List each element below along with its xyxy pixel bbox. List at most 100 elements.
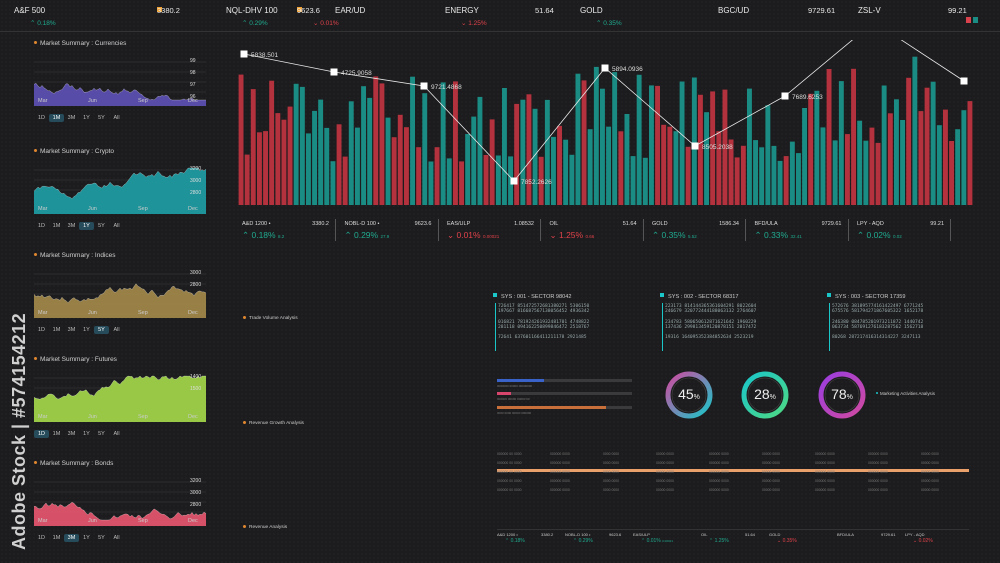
stat-item: EAS/ULP 1.08532 ⌄ 0.01% 0.00021 [443, 219, 541, 241]
sys-square-icon [827, 293, 831, 297]
range-selector[interactable]: 1D 1M 3M 1Y 5Y All [34, 430, 124, 438]
range-option-5y[interactable]: 5Y [98, 115, 105, 121]
ticker-item: EAR/UD [335, 6, 365, 15]
ticker-indicator-icon [973, 17, 978, 23]
stat-name: BFD/ULA [754, 221, 778, 227]
chart-bar [661, 124, 667, 205]
chart-bar [728, 139, 734, 205]
sys-row: 80268 287217416314314227 3247113 [832, 335, 921, 341]
chart-bar [930, 81, 936, 205]
x-tick-label: Jun [88, 518, 97, 524]
chart-bar [759, 147, 765, 205]
y-tick-label: 2800 [190, 502, 202, 508]
range-selector[interactable]: 1D 1M 3M 1Y 5Y All [34, 222, 124, 230]
chart-bar [710, 91, 716, 205]
table-cell: 0000 0000 [603, 461, 620, 465]
chart-bar [299, 86, 305, 205]
range-option-1y[interactable]: 1Y [79, 222, 94, 230]
ticker-item: GOLD ⌃ 0.35% [580, 6, 622, 27]
chart-bar [520, 99, 526, 205]
range-option-3m[interactable]: 3M [64, 534, 79, 542]
x-tick-label: Sep [138, 206, 148, 212]
chart-bar [502, 88, 507, 205]
range-option-5y[interactable]: 5Y [98, 431, 105, 437]
chart-bar [747, 88, 752, 205]
stat-value: 1586.34 [719, 221, 739, 227]
bottom-ticker-change: ⌄ 0.02% [913, 538, 933, 544]
range-option-5y[interactable]: 5Y [98, 223, 105, 229]
ticker-item: ZSL-V 99.21 [858, 6, 967, 15]
range-option-3m[interactable]: 3M [67, 115, 76, 121]
stat-value: 9729.61 [821, 221, 842, 227]
range-option-1y[interactable]: 1Y [83, 535, 90, 541]
range-option-all[interactable]: All [113, 431, 120, 437]
chart-bar [563, 139, 569, 205]
x-tick-label: Jun [88, 206, 97, 212]
chart-bar [318, 99, 324, 205]
range-option-5y[interactable]: 5Y [94, 326, 109, 334]
table-cell: 000000 0000 [709, 470, 729, 474]
range-option-1y[interactable]: 1Y [83, 431, 90, 437]
chart-bar [881, 85, 887, 205]
marketing-legend: Marketing Activities Analysis [876, 391, 935, 396]
range-option-1m[interactable]: 1M [52, 431, 61, 437]
sys-header: SYS : 001 - SECTOR 98042 [493, 293, 653, 300]
range-selector[interactable]: 1D 1M 3M 1Y 5Y All [34, 114, 124, 122]
range-selector[interactable]: 1D 1M 3M 1Y 5Y All [34, 326, 124, 334]
area-line [34, 82, 206, 101]
chart-bar [526, 94, 532, 205]
panel-title-text: Market Summary : Futures [40, 356, 117, 363]
y-tick-label: 98 [190, 70, 196, 76]
chart-bar [434, 147, 440, 205]
chart-bar [355, 127, 360, 205]
line-point-label: 7689.6253 [792, 94, 823, 101]
sys-block: SYS : 002 - SECTOR 68317 223173 814144365… [660, 293, 820, 351]
chart-bar [428, 161, 434, 205]
table-cell: 0000 0000 [603, 479, 620, 483]
range-option-1m[interactable]: 1M [52, 535, 61, 541]
range-option-all[interactable]: All [113, 535, 120, 541]
range-option-5y[interactable]: 5Y [98, 535, 105, 541]
chart-bar [820, 127, 826, 205]
range-option-1d[interactable]: 1D [37, 115, 46, 121]
progress-bar [497, 406, 632, 409]
range-option-1m[interactable]: 1M [49, 114, 64, 122]
chart-bar [863, 140, 869, 205]
range-option-1d[interactable]: 1D [37, 223, 46, 229]
range-option-1y[interactable]: 1Y [83, 115, 90, 121]
range-option-all[interactable]: All [113, 115, 120, 121]
ticker-name: BGC/UD [718, 6, 750, 15]
range-selector[interactable]: 1D 1M 3M 1Y 5Y All [34, 534, 124, 542]
chart-bar [465, 134, 471, 205]
chart-bar [777, 160, 783, 205]
bottom-ticker-small: 0.00021 [662, 539, 674, 543]
range-option-all[interactable]: All [113, 223, 120, 229]
table-cell: 000000 0000 [815, 452, 835, 456]
area-chart-svg [34, 273, 206, 318]
range-option-1d[interactable]: 1D [37, 535, 46, 541]
table-cell: 00000 0000 [921, 461, 939, 465]
stat-change: ⌃ 0.18% 8.2 [242, 230, 285, 240]
range-option-1m[interactable]: 1M [52, 223, 61, 229]
sys-row: 137436 299813459120878151 2817472 [665, 324, 757, 330]
x-tick-label: Dec [188, 310, 198, 316]
table-cell: 000000 0000 [709, 479, 729, 483]
range-option-3m[interactable]: 3M [67, 327, 76, 333]
range-option-1m[interactable]: 1M [52, 327, 61, 333]
table-cell: 0000 0000 [603, 488, 620, 492]
range-option-1d[interactable]: 1D [34, 430, 49, 438]
stat-change: ⌄ 1.25% 0.66 [549, 230, 595, 240]
bottom-ticker-name: GOLD [769, 532, 781, 537]
range-option-all[interactable]: All [113, 327, 120, 333]
stat-value: 9623.6 [414, 221, 432, 227]
chart-bar [581, 80, 587, 205]
stat-name: GOLD [652, 221, 668, 227]
chart-bar [808, 93, 814, 205]
bottom-ticker-change: ⌃ 1.25% [709, 538, 729, 544]
range-option-3m[interactable]: 3M [67, 223, 76, 229]
range-option-1d[interactable]: 1D [37, 327, 46, 333]
chart-bar [569, 154, 575, 205]
range-option-3m[interactable]: 3M [67, 431, 76, 437]
panel-title-text: Market Summary : Bonds [40, 460, 114, 467]
range-option-1y[interactable]: 1Y [83, 327, 90, 333]
